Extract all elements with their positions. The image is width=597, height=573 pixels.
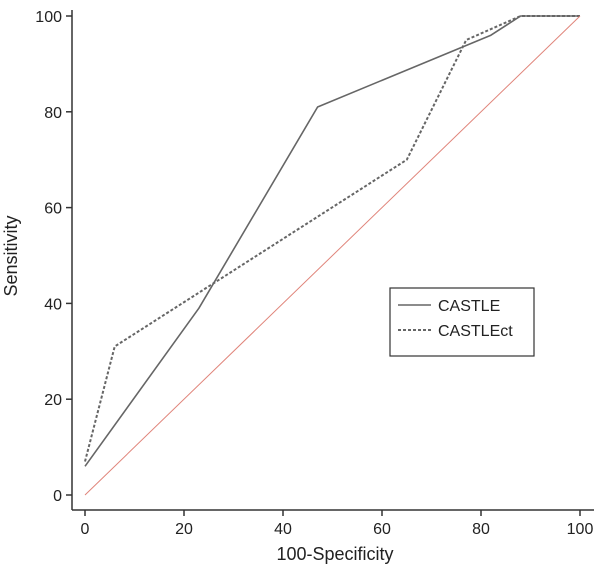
series-line-castlect [84, 15, 580, 462]
y-tick-label: 20 [44, 392, 62, 409]
x-axis-title: 100-Specificity [276, 544, 393, 564]
y-tick-label: 40 [44, 296, 62, 313]
legend-box [389, 287, 535, 357]
x-tick-label: 0 [81, 521, 90, 538]
y-tick-label: 0 [53, 488, 62, 505]
series-lines [84, 15, 581, 496]
y-tick-label: 60 [44, 201, 62, 218]
x-tick-label: 60 [373, 521, 391, 538]
axes [71, 10, 594, 511]
legend: CASTLE CASTLEct [389, 287, 535, 357]
x-tick-label: 100 [567, 521, 594, 538]
legend-label-castlect: CASTLEct [438, 323, 513, 340]
x-tick-label: 40 [274, 521, 292, 538]
x-tick-label: 80 [472, 521, 490, 538]
legend-label-castle: CASTLE [438, 298, 500, 315]
y-tick-label: 100 [35, 9, 62, 26]
reference-diagonal-line [84, 15, 581, 496]
y-axis-title: Sensitivity [1, 215, 21, 296]
x-tick-label: 20 [175, 521, 193, 538]
series-line-castle [84, 15, 580, 467]
y-tick-label: 80 [44, 105, 62, 122]
ticks: 0 20 40 60 80 100 0 20 40 60 80 100 [35, 9, 593, 538]
